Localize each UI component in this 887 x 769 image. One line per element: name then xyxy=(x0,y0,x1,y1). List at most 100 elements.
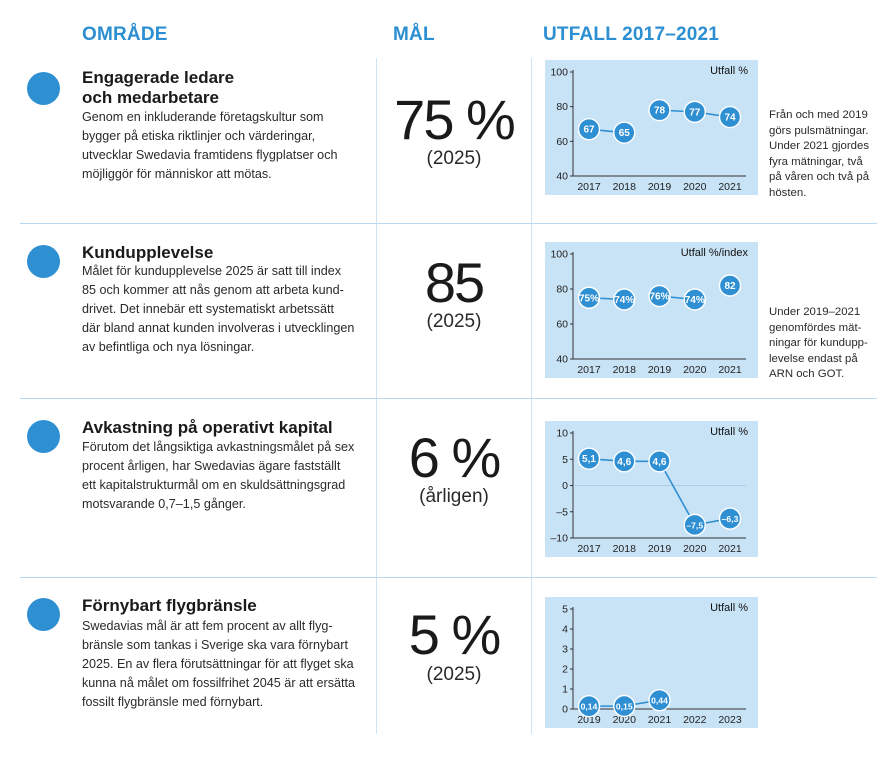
x-tick-label: 2022 xyxy=(683,714,707,726)
data-label: –6,3 xyxy=(722,514,739,524)
data-point xyxy=(613,121,636,144)
chart-panel: 5 4 3 2 1 0 2019 2020 2021 2022 2023 Utfall % 0,14 0,… xyxy=(545,597,758,728)
row-divider-3 xyxy=(20,577,877,578)
data-point xyxy=(648,450,671,473)
data-point xyxy=(718,105,742,129)
header-goal: MÅL xyxy=(393,24,435,45)
chart-svg: 100 80 60 40 2017 2018 2019 2020 2021 Utfall % 67 6… xyxy=(550,65,748,193)
goal-year: (2025) xyxy=(426,148,482,169)
y-tick-label: 5 xyxy=(562,604,568,616)
desc-line: Genom en inkluderande företagskultur som xyxy=(82,110,324,124)
x-tick-label: 2018 xyxy=(613,364,637,376)
x-tick-label: 2018 xyxy=(613,181,637,193)
y-tick-label: 10 xyxy=(556,428,568,440)
x-tick-label: 2020 xyxy=(683,181,707,193)
data-label: 0,44 xyxy=(651,696,668,706)
area-description: Förutom det långsiktiga avkastningsmålet… xyxy=(82,438,374,514)
chart-svg: 5 4 3 2 1 0 2019 2020 2021 2022 2023 Utfall % 0,14 0,… xyxy=(562,602,748,726)
chart-svg: 100 80 60 40 2017 2018 2019 2020 2021 Utfall %/in… xyxy=(550,247,749,376)
chart-note: Från och med 2019 görs pulsmätningar. Un… xyxy=(769,108,881,201)
desc-line: bränsle som tankas i Sverige ska vara fö… xyxy=(82,638,348,652)
goal-value: 85 xyxy=(424,251,485,314)
desc-line: av befintliga och nya lösningar. xyxy=(82,340,255,354)
y-tick-label: –10 xyxy=(550,533,568,545)
y-tick-label: 2 xyxy=(562,664,568,676)
column-divider-2 xyxy=(531,58,532,734)
desc-line: fossilt flygbränsle med förnybart. xyxy=(82,695,264,709)
y-tick-label: 4 xyxy=(562,624,568,636)
data-label: 0,14 xyxy=(581,702,598,712)
row-bullet xyxy=(27,72,60,105)
goal-year: (årligen) xyxy=(419,486,489,507)
x-tick-label: 2021 xyxy=(718,181,742,193)
goal-value: 6 % xyxy=(408,426,502,489)
area-title-line: och medarbetare xyxy=(82,88,219,107)
y-tick-label: 100 xyxy=(550,249,568,261)
note-line: Från och med 2019 xyxy=(769,109,868,121)
chart-svg: 10 5 0 –5 –10 2017 2018 2019 2020 2021 Utfall % 5,1… xyxy=(550,426,748,555)
data-point xyxy=(648,98,671,122)
x-tick-label: 2017 xyxy=(577,543,601,555)
y-tick-label: 40 xyxy=(556,354,568,366)
data-point xyxy=(577,694,601,718)
x-tick-label: 2019 xyxy=(648,543,672,555)
column-divider-1 xyxy=(376,58,377,734)
x-tick-label: 2023 xyxy=(718,714,742,726)
note-line: ARN och GOT. xyxy=(769,368,845,380)
area-description: Swedavias mål är att fem procent av allt… xyxy=(82,617,374,712)
data-point xyxy=(648,688,671,712)
y-tick-label: 0 xyxy=(562,704,568,716)
header-outcome: UTFALL 2017–2021 xyxy=(543,24,720,45)
x-tick-label: 2021 xyxy=(648,714,672,726)
data-point xyxy=(718,274,742,297)
data-label: 5,1 xyxy=(582,454,596,465)
data-point xyxy=(683,100,706,124)
x-tick-label: 2017 xyxy=(577,364,601,376)
desc-line: ett kapitalstrukturmål om en skuldsättni… xyxy=(82,478,346,492)
desc-line: möjliggör för människor att mötas. xyxy=(82,167,272,181)
chart-title: Utfall % xyxy=(710,65,748,77)
row-bullet xyxy=(27,598,60,631)
row-bullet xyxy=(27,420,60,453)
chart-title: Utfall %/index xyxy=(681,247,749,259)
goal-year: (2025) xyxy=(426,664,482,685)
desc-line: 2025. En av flera förutsättningar för at… xyxy=(82,657,354,671)
y-tick-label: 60 xyxy=(556,319,568,331)
note-line: Under 2021 gjordes xyxy=(769,140,870,152)
area-title: Kundupplevelse xyxy=(82,243,214,262)
y-tick-label: –5 xyxy=(556,506,568,518)
goal-value: 5 % xyxy=(408,603,502,666)
data-point xyxy=(613,694,636,718)
data-point xyxy=(577,286,601,309)
data-point xyxy=(613,288,636,311)
data-point xyxy=(683,513,706,537)
data-point xyxy=(613,450,636,473)
y-tick-label: 40 xyxy=(556,171,568,183)
area-title-line: Engagerade ledare xyxy=(82,68,235,87)
chart-panel: 100 80 60 40 2017 2018 2019 2020 2021 Utfall %/in… xyxy=(545,242,758,378)
data-label: 82 xyxy=(724,281,736,292)
note-line: genomfördes mät- xyxy=(769,321,862,334)
note-line: fyra mätningar, två xyxy=(769,155,863,168)
data-label: 0,15 xyxy=(616,702,633,712)
y-tick-label: 100 xyxy=(550,67,568,79)
desc-line: kunna nå målet om fossilfrihet 2045 är a… xyxy=(82,676,356,690)
data-label: 78 xyxy=(654,106,666,117)
x-tick-label: 2017 xyxy=(577,181,601,193)
row-divider-2 xyxy=(20,398,877,399)
chart-title: Utfall % xyxy=(710,602,748,614)
desc-line: Swedavias mål är att fem procent av allt… xyxy=(82,619,333,633)
data-label: 74 xyxy=(724,113,736,124)
desc-line: bygger på etiska riktlinjer och värderin… xyxy=(82,129,316,143)
y-tick-label: 3 xyxy=(562,644,568,656)
note-line: görs pulsmätningar. xyxy=(769,124,869,137)
data-point xyxy=(577,447,601,470)
y-tick-label: 60 xyxy=(556,136,568,148)
chart-title: Utfall % xyxy=(710,426,748,438)
desc-line: där bland annat kunden involveras i utve… xyxy=(82,321,355,335)
row-bullet xyxy=(27,245,60,278)
y-tick-label: 80 xyxy=(556,101,568,113)
chart-note: Under 2019–2021 genomfördes mät- ningar … xyxy=(769,305,881,383)
data-label: 74% xyxy=(685,295,705,306)
data-point xyxy=(577,117,601,141)
